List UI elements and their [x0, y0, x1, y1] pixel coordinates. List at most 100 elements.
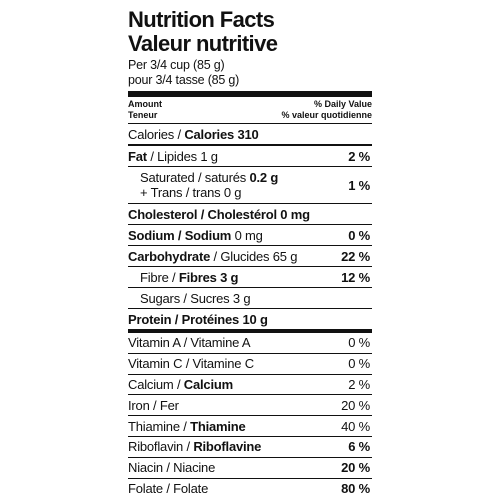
nutrient-row: Riboflavin / Riboflavine 6 %: [128, 437, 372, 458]
label-part: Calories /: [128, 126, 185, 142]
nutrient-label: Folate / Folate: [128, 481, 208, 496]
amount: Amount: [128, 99, 162, 109]
label-part: Fat: [128, 148, 147, 164]
dv-header-fr: % valeur quotidienne: [281, 110, 372, 120]
label-part: Fibres 3 g: [178, 269, 239, 285]
label-part: Vitamin C / Vitamine C: [128, 356, 254, 372]
column-header: Amount Teneur % Daily Value % valeur quo…: [128, 99, 372, 124]
nutrient-row: Saturated / saturés 0.2 g + Trans / trans…: [128, 167, 372, 204]
nutrient-row: Fibre / Fibres 3 g 12 %: [128, 267, 372, 288]
label-line: Saturated / saturés 0.2 g: [140, 170, 278, 185]
nutrient-label: Fibre / Fibres 3 g: [128, 270, 238, 285]
nutrient-row: Folate / Folate 80 %: [128, 479, 372, 499]
label-part: Thiamine /: [128, 418, 191, 434]
nutrition-label: Nutrition Facts Valeur nutritive Per 3/4…: [128, 8, 372, 498]
label-part: + Trans / trans 0 g: [140, 185, 242, 200]
label-part: Riboflavin /: [128, 439, 194, 455]
nutrient-row: Sodium / Sodium 0 mg 0 %: [128, 225, 372, 246]
nutrient-row: Calcium / Calcium 2 %: [128, 375, 372, 396]
serving: Per 3/4 cup (85 g): [128, 58, 225, 72]
label-part: Thiamine: [190, 418, 246, 434]
label-line: Vitamin A / Vitamine A: [128, 335, 251, 351]
rule: [128, 330, 372, 333]
daily-value: 40 %: [341, 418, 370, 434]
daily-value: 2 %: [348, 376, 370, 392]
label-line: Folate / Folate: [128, 481, 208, 496]
label-line: Calcium / Calcium: [128, 377, 233, 392]
nutrient-row: Protein / Protéines 10 g: [128, 309, 372, 330]
nutrient-row: Calories / Calories 310: [128, 124, 372, 146]
nutrient-label: Vitamin A / Vitamine A: [128, 335, 251, 351]
label-part: Folate / Folate: [128, 480, 209, 496]
nutrient-label: Fat / Lipides 1 g: [128, 149, 218, 164]
nutrient-label: Protein / Protéines 10 g: [128, 312, 268, 327]
label-part: Sugars / Sucres 3 g: [140, 290, 251, 306]
daily-value: 80 %: [341, 480, 370, 496]
label-line: + Trans / trans 0 g: [140, 185, 278, 200]
nutrient-row: Vitamin C / Vitamine C 0 %: [128, 354, 372, 375]
label-part: Niacin / Niacine: [128, 460, 216, 476]
nutrient-row: Niacin / Niacine 20 %: [128, 458, 372, 479]
daily-value: 12 %: [341, 269, 370, 285]
daily-value: 2 %: [348, 148, 370, 164]
title: Nutrition Facts: [128, 7, 275, 32]
nutrient-row: Thiamine / Thiamine 40 %: [128, 416, 372, 437]
label-part: Carbohydrate: [128, 248, 211, 264]
label-line: Riboflavin / Riboflavine: [128, 439, 261, 454]
daily-value: 0 %: [348, 227, 370, 243]
label-line: Sugars / Sucres 3 g: [140, 290, 251, 306]
label-line: Thiamine / Thiamine: [128, 419, 246, 434]
label-part: Iron / Fer: [128, 397, 179, 413]
nutrient-row: Vitamin A / Vitamine A 0 %: [128, 333, 372, 354]
daily-value: 6 %: [348, 439, 370, 455]
label-line: Fibre / Fibres 3 g: [140, 270, 238, 285]
nutrient-label: Calcium / Calcium: [128, 377, 233, 392]
nutrient-row: Carbohydrate / Glucides 65 g 22 %: [128, 246, 372, 267]
label-part: Calcium /: [128, 376, 184, 392]
label-part: Fibre /: [140, 269, 179, 285]
label-part: Vitamin A / Vitamine A: [128, 335, 251, 351]
label-part: 0.2 g: [249, 170, 279, 185]
label-part: Saturated / saturés: [140, 170, 250, 185]
label-line: Iron / Fer: [128, 398, 179, 413]
label-line: Fat / Lipides 1 g: [128, 149, 218, 164]
nutrient-label: Vitamin C / Vitamine C: [128, 356, 254, 371]
daily-value: 20 %: [341, 397, 370, 413]
nutrient-row: Sugars / Sucres 3 g: [128, 288, 372, 309]
nutrient-label: Niacin / Niacine: [128, 460, 215, 475]
label-part: / Glucides 65 g: [210, 248, 298, 264]
nutrient-label: Calories / Calories 310: [128, 127, 259, 142]
label-line: Cholesterol / Cholestérol 0 mg: [128, 207, 310, 222]
label-part: Protein / Protéines 10 g: [128, 311, 268, 327]
nutrient-label: Iron / Fer: [128, 398, 179, 413]
nutrient-label: Cholesterol / Cholestérol 0 mg: [128, 207, 310, 222]
label-part: Sodium / Sodium: [128, 227, 232, 243]
label-part: / Lipides 1 g: [146, 148, 218, 164]
nutrients: Calories / Calories 310 Fat / Lipides 1 g…: [128, 124, 372, 330]
dv-header: % Daily Value: [313, 99, 372, 109]
label-line: Sodium / Sodium 0 mg: [128, 228, 263, 243]
label-line: Carbohydrate / Glucides 65 g: [128, 249, 297, 264]
daily-value: 0 %: [348, 335, 370, 351]
title-fr: Valeur nutritive: [128, 31, 278, 56]
label-line: Protein / Protéines 10 g: [128, 312, 268, 327]
label-line: Niacin / Niacine: [128, 460, 215, 475]
label-part: Calories 310: [184, 126, 259, 142]
nutrient-label: Riboflavin / Riboflavine: [128, 439, 261, 454]
label-part: 0 mg: [231, 227, 263, 243]
nutrient-label: Sodium / Sodium 0 mg: [128, 228, 263, 243]
label-part: Riboflavine: [193, 439, 262, 455]
label-line: Calories / Calories 310: [128, 127, 259, 142]
nutrient-row: Fat / Lipides 1 g 2 %: [128, 146, 372, 167]
amount-fr: Teneur: [128, 110, 158, 120]
nutrient-label: Saturated / saturés 0.2 g + Trans / trans…: [128, 170, 278, 200]
label-line: Vitamin C / Vitamine C: [128, 356, 254, 371]
daily-value: 0 %: [348, 356, 370, 372]
daily-value: 20 %: [341, 460, 370, 476]
nutrient-label: Sugars / Sucres 3 g: [128, 290, 251, 306]
daily-value: 22 %: [341, 248, 370, 264]
nutrient-label: Thiamine / Thiamine: [128, 419, 246, 434]
label-part: Calcium: [183, 376, 233, 392]
